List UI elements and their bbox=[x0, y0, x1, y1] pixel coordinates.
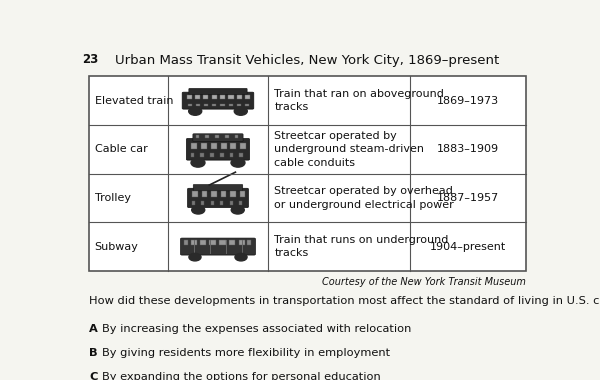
FancyBboxPatch shape bbox=[189, 89, 247, 95]
Bar bbox=[211, 201, 214, 205]
Bar bbox=[221, 143, 227, 149]
Bar bbox=[196, 135, 199, 138]
Text: Courtesy of the New York Transit Museum: Courtesy of the New York Transit Museum bbox=[322, 277, 526, 287]
Bar bbox=[221, 192, 226, 197]
Circle shape bbox=[234, 107, 247, 115]
Text: Elevated train: Elevated train bbox=[95, 96, 173, 106]
Bar bbox=[225, 135, 229, 138]
Bar bbox=[191, 153, 194, 157]
FancyBboxPatch shape bbox=[193, 134, 243, 141]
Text: Trolley: Trolley bbox=[95, 193, 131, 203]
FancyBboxPatch shape bbox=[193, 184, 243, 191]
Bar bbox=[202, 192, 207, 197]
Bar bbox=[220, 104, 224, 106]
Bar bbox=[205, 135, 209, 138]
Bar bbox=[196, 104, 200, 106]
Bar bbox=[220, 240, 226, 245]
Bar bbox=[192, 201, 195, 205]
Bar bbox=[191, 240, 197, 245]
Bar bbox=[188, 104, 192, 106]
Bar bbox=[239, 153, 243, 157]
Bar bbox=[210, 153, 214, 157]
Text: By expanding the options for personal education: By expanding the options for personal ed… bbox=[102, 372, 381, 380]
Bar bbox=[230, 201, 233, 205]
Circle shape bbox=[231, 206, 244, 214]
Bar bbox=[220, 201, 223, 205]
Bar bbox=[203, 95, 208, 99]
Bar bbox=[235, 135, 238, 138]
Bar bbox=[215, 135, 219, 138]
Bar bbox=[229, 240, 235, 245]
Bar bbox=[237, 95, 242, 99]
Bar bbox=[184, 240, 188, 245]
Text: By giving residents more flexibility in employment: By giving residents more flexibility in … bbox=[102, 348, 390, 358]
FancyBboxPatch shape bbox=[187, 138, 250, 160]
FancyBboxPatch shape bbox=[188, 188, 248, 207]
Text: 23: 23 bbox=[82, 53, 98, 66]
Text: B: B bbox=[89, 348, 98, 358]
Text: By increasing the expenses associated with relocation: By increasing the expenses associated wi… bbox=[102, 324, 412, 334]
Text: A: A bbox=[89, 324, 98, 334]
Bar bbox=[192, 192, 198, 197]
Bar bbox=[220, 153, 224, 157]
Bar bbox=[89, 76, 526, 271]
Text: 1883–1909: 1883–1909 bbox=[437, 144, 499, 154]
Bar bbox=[212, 104, 217, 106]
Bar bbox=[212, 95, 217, 99]
Bar bbox=[211, 143, 217, 149]
Text: Subway: Subway bbox=[95, 242, 139, 252]
Bar bbox=[201, 201, 205, 205]
Bar bbox=[240, 143, 246, 149]
Bar bbox=[239, 192, 245, 197]
Bar bbox=[230, 153, 233, 157]
FancyBboxPatch shape bbox=[182, 92, 254, 109]
Bar bbox=[239, 201, 242, 205]
Text: How did these developments in transportation most affect the standard of living : How did these developments in transporta… bbox=[89, 296, 600, 306]
Bar bbox=[89, 76, 526, 271]
Bar bbox=[220, 95, 225, 99]
Text: Train that runs on underground
tracks: Train that runs on underground tracks bbox=[274, 235, 449, 258]
Bar bbox=[245, 104, 250, 106]
Circle shape bbox=[235, 253, 247, 261]
Circle shape bbox=[188, 107, 202, 115]
Bar bbox=[209, 240, 215, 245]
Bar bbox=[245, 95, 250, 99]
Text: Train that ran on aboveground
tracks: Train that ran on aboveground tracks bbox=[274, 89, 445, 112]
Text: C: C bbox=[89, 372, 97, 380]
Bar bbox=[230, 143, 236, 149]
Text: Urban Mass Transit Vehicles, New York City, 1869–present: Urban Mass Transit Vehicles, New York Ci… bbox=[115, 54, 500, 67]
Bar bbox=[237, 104, 241, 106]
Bar bbox=[230, 192, 236, 197]
Bar bbox=[200, 153, 204, 157]
Bar bbox=[200, 240, 206, 245]
Bar bbox=[211, 192, 217, 197]
Bar bbox=[229, 95, 233, 99]
Circle shape bbox=[189, 253, 201, 261]
Bar bbox=[187, 95, 192, 99]
Text: Streetcar operated by
underground steam-driven
cable conduits: Streetcar operated by underground steam-… bbox=[274, 131, 424, 168]
Bar bbox=[204, 104, 208, 106]
Bar bbox=[191, 143, 197, 149]
Text: 1869–1973: 1869–1973 bbox=[437, 96, 499, 106]
Text: Streetcar operated by overhead
or underground electrical power: Streetcar operated by overhead or underg… bbox=[274, 186, 454, 210]
Text: Cable car: Cable car bbox=[95, 144, 147, 154]
Bar bbox=[201, 143, 207, 149]
Bar bbox=[195, 95, 200, 99]
Bar bbox=[229, 104, 233, 106]
Circle shape bbox=[231, 158, 245, 167]
Circle shape bbox=[192, 206, 205, 214]
Text: 1904–present: 1904–present bbox=[430, 242, 506, 252]
Bar bbox=[239, 240, 245, 245]
Circle shape bbox=[191, 158, 205, 167]
Text: 1887–1957: 1887–1957 bbox=[437, 193, 499, 203]
Bar bbox=[247, 240, 251, 245]
FancyBboxPatch shape bbox=[181, 238, 256, 255]
